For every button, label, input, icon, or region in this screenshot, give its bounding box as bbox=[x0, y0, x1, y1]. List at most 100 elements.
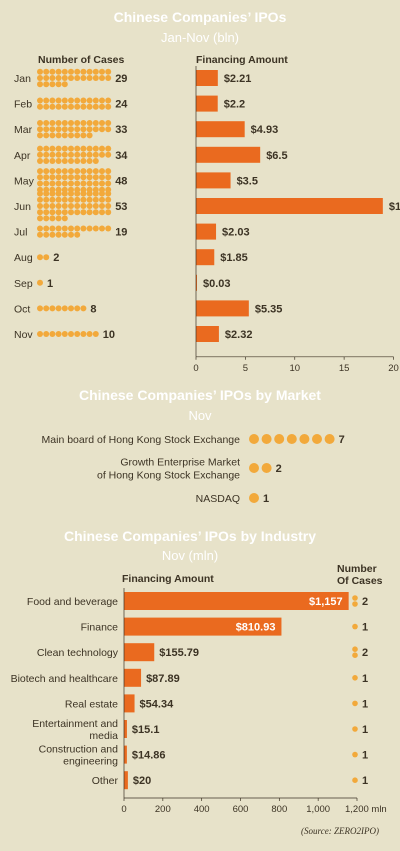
case-dot bbox=[68, 97, 74, 104]
case-dot bbox=[49, 81, 56, 88]
case-dot bbox=[92, 196, 99, 203]
case-dot bbox=[92, 120, 99, 126]
case-dot bbox=[49, 145, 56, 152]
case-dot bbox=[105, 225, 112, 232]
case-dot bbox=[99, 103, 105, 110]
case-dot bbox=[49, 209, 56, 216]
case-dot bbox=[49, 231, 56, 238]
industry-value-label: $20 bbox=[133, 775, 151, 787]
industry-case-dot bbox=[352, 652, 358, 658]
case-dot bbox=[74, 196, 81, 203]
case-dot bbox=[74, 209, 81, 216]
case-dot bbox=[61, 97, 68, 104]
case-dot bbox=[37, 279, 43, 286]
case-dot bbox=[43, 203, 50, 209]
financing-label: $0.03 bbox=[203, 278, 231, 290]
industry-value-label: $810.93 bbox=[236, 622, 276, 634]
cases-label: 1 bbox=[47, 278, 53, 290]
market-dot bbox=[312, 434, 322, 444]
case-dot bbox=[74, 331, 81, 337]
case-dot bbox=[68, 225, 74, 232]
case-dot bbox=[86, 180, 93, 187]
chart3-title: Chinese Companies’ IPOs by Industry bbox=[64, 528, 316, 544]
case-dot bbox=[105, 126, 112, 133]
case-dot bbox=[61, 225, 68, 232]
case-dot bbox=[61, 174, 68, 181]
market-label: Main board of Hong Kong Stock Exchange bbox=[42, 434, 241, 446]
cases-label: 34 bbox=[115, 150, 128, 162]
case-dot bbox=[80, 331, 87, 337]
case-dot bbox=[80, 196, 87, 203]
case-dot bbox=[92, 126, 99, 133]
case-dot bbox=[37, 68, 43, 75]
case-dot bbox=[105, 120, 112, 126]
case-dot bbox=[92, 225, 99, 232]
case-dot bbox=[43, 331, 50, 337]
case-dot bbox=[55, 196, 62, 203]
case-dot bbox=[68, 203, 74, 209]
case-dot bbox=[43, 81, 50, 88]
financing-bar bbox=[196, 300, 249, 317]
market-dot bbox=[261, 434, 272, 444]
case-dot bbox=[37, 180, 43, 187]
case-dot bbox=[55, 132, 62, 139]
month-label: Sep bbox=[14, 278, 33, 290]
case-dot bbox=[55, 331, 62, 337]
case-dot bbox=[105, 168, 112, 175]
chart1-tick-label: 10 bbox=[289, 363, 300, 374]
case-dot bbox=[49, 196, 56, 203]
case-dot bbox=[37, 103, 43, 110]
chart3-tick-label: 600 bbox=[233, 804, 249, 815]
case-dot bbox=[105, 174, 112, 181]
cases-label: 10 bbox=[103, 329, 115, 341]
financing-label: $5.35 bbox=[255, 303, 283, 315]
case-dot bbox=[92, 174, 99, 181]
case-dot bbox=[86, 132, 93, 139]
case-dot bbox=[61, 132, 68, 139]
case-dot bbox=[43, 305, 50, 312]
case-dot bbox=[61, 180, 68, 187]
case-dot bbox=[74, 132, 81, 139]
case-dot bbox=[43, 225, 50, 232]
case-dot bbox=[74, 190, 81, 197]
case-dot bbox=[37, 75, 43, 81]
case-dot bbox=[68, 174, 74, 181]
financing-label: $6.5 bbox=[266, 150, 287, 162]
case-dot bbox=[86, 331, 93, 337]
month-label: Jan bbox=[14, 73, 31, 85]
cases-label: 33 bbox=[115, 124, 127, 136]
case-dot bbox=[43, 215, 50, 222]
case-dot bbox=[92, 97, 99, 104]
case-dot bbox=[55, 120, 62, 126]
case-dot bbox=[99, 75, 105, 81]
cases-label: 29 bbox=[115, 73, 127, 85]
case-dot bbox=[61, 68, 68, 75]
case-dot bbox=[61, 151, 68, 158]
case-dot bbox=[105, 203, 112, 209]
case-dot bbox=[49, 103, 56, 110]
case-dot bbox=[61, 203, 68, 209]
case-dot bbox=[80, 158, 87, 164]
case-dot bbox=[74, 158, 81, 164]
industry-label: Real estate bbox=[65, 698, 118, 710]
industry-label: Entertainment and bbox=[32, 718, 118, 730]
industry-case-dot bbox=[352, 601, 358, 607]
case-dot bbox=[80, 174, 87, 181]
case-dot bbox=[105, 196, 112, 203]
case-dot bbox=[55, 103, 62, 110]
case-dot bbox=[99, 168, 105, 175]
chart1-tick-label: 5 bbox=[243, 363, 248, 374]
market-count: 7 bbox=[339, 434, 345, 446]
industry-case-dot bbox=[352, 675, 358, 681]
case-dot bbox=[55, 190, 62, 197]
month-label: Nov bbox=[14, 329, 33, 341]
market-dot bbox=[286, 434, 297, 444]
industry-bar bbox=[124, 617, 282, 636]
case-dot bbox=[55, 225, 62, 232]
case-dot bbox=[49, 158, 56, 164]
industry-bar bbox=[124, 745, 127, 764]
industry-value-label: $54.34 bbox=[140, 698, 175, 710]
case-dot bbox=[55, 68, 62, 75]
industry-bar bbox=[124, 592, 349, 610]
case-dot bbox=[37, 158, 43, 164]
